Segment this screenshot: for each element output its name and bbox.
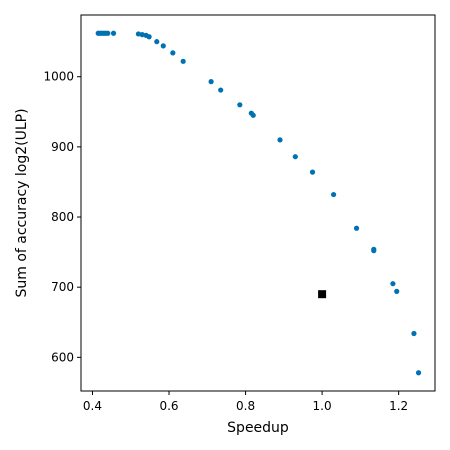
data-point bbox=[218, 87, 224, 93]
y-tick-label: 600 bbox=[51, 350, 74, 364]
data-point bbox=[371, 246, 377, 252]
data-point bbox=[170, 50, 176, 56]
data-point bbox=[208, 79, 214, 85]
reference-point-marker bbox=[318, 290, 327, 299]
points-layer bbox=[95, 30, 422, 376]
x-tick-label: 0.6 bbox=[159, 399, 178, 413]
data-point bbox=[105, 30, 111, 36]
data-point bbox=[146, 34, 152, 40]
y-tick-label: 1000 bbox=[43, 70, 74, 84]
x-axis: 0.4 0.6 0.8 1.0 1.2 bbox=[83, 391, 408, 413]
x-axis-label: Speedup bbox=[227, 420, 289, 436]
data-point bbox=[250, 112, 256, 118]
data-point bbox=[277, 137, 283, 143]
data-point bbox=[309, 169, 316, 175]
y-tick-label: 900 bbox=[51, 140, 74, 154]
x-tick-label: 0.4 bbox=[83, 399, 102, 413]
y-tick-label: 700 bbox=[51, 280, 74, 294]
x-tick-label: 1.0 bbox=[313, 399, 332, 413]
data-point bbox=[394, 288, 400, 294]
data-point bbox=[411, 330, 417, 337]
data-point bbox=[330, 191, 337, 198]
x-tick-label: 1.2 bbox=[389, 399, 408, 413]
data-point bbox=[160, 43, 166, 49]
y-tick-label: 800 bbox=[51, 210, 74, 224]
data-point bbox=[292, 154, 298, 160]
data-point bbox=[110, 30, 117, 36]
data-point bbox=[353, 225, 360, 231]
data-point bbox=[180, 58, 186, 64]
data-point bbox=[390, 281, 396, 287]
data-point bbox=[237, 102, 243, 108]
data-point bbox=[154, 39, 160, 45]
x-tick-label: 0.8 bbox=[236, 399, 255, 413]
y-axis-label: Sum of accuracy log2(ULP) bbox=[14, 108, 30, 297]
data-point bbox=[415, 370, 422, 376]
plot-frame bbox=[80, 14, 436, 392]
y-axis: 600 700 800 900 1000 bbox=[43, 70, 81, 364]
